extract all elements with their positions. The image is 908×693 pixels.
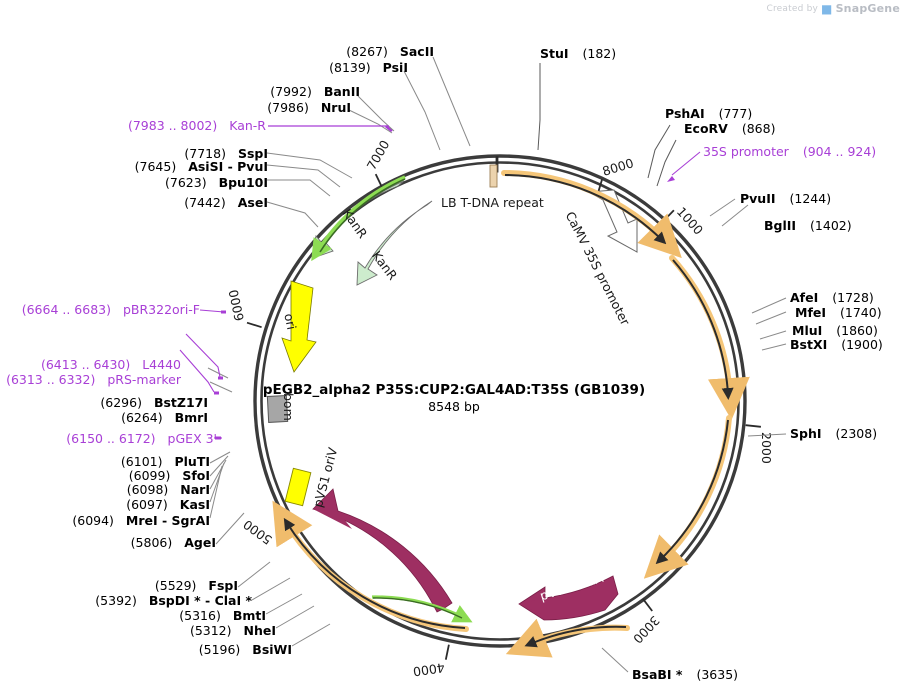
tick-label-8000: 8000 [600,155,635,179]
enzyme-label-bmti: (5316) BmtI [179,608,266,623]
enzyme-label-sphi: SphI (2308) [790,426,878,441]
tick-label-2000: 2000 [759,432,774,464]
tick-label-5000: 5000 [240,517,275,548]
enzyme-label-mfei: MfeI (1740) [795,305,882,320]
watermark-brand: SnapGene [835,2,900,15]
enzyme-label-bmri: (6264) BmrI [121,410,208,425]
primer-repa-green [371,595,473,623]
enzyme-label-kasi: (6097) KasI [126,497,210,512]
snapgene-logo-icon: ■ [821,1,833,16]
enzyme-label-afei: AfeI (1728) [790,290,874,305]
enzyme-label-ecorv: EcoRV (868) [684,121,776,136]
enzyme-label-bpu10i: (7623) Bpu10I [165,175,268,190]
snapgene-watermark: Created by ■ SnapGene [766,2,900,15]
feature-label-pbr322ori-f: (6664 .. 6683) pBR322ori-F [21,302,200,317]
feature-label-ori: ori [281,312,300,332]
enzyme-label-agei: (5806) AgeI [130,535,216,550]
enzyme-label-banii: (7992) BanII [270,84,360,99]
leader-lines-top-left [266,56,471,228]
enzyme-label-nari: (6098) NarI [126,482,210,497]
tick-label-7000: 7000 [364,137,393,172]
enzyme-label-bsabi: BsaBI * (3635) [632,667,739,682]
enzyme-label-pvuii: PvuII (1244) [740,191,832,206]
leader-lines-top-right [537,63,677,187]
primer-kanr-highlight [311,175,406,262]
leader-lines-left [207,367,331,647]
enzyme-label-fspi: (5529) FspI [154,578,238,593]
enzyme-label-sacii: (8267) SacII [346,44,434,59]
enzyme-label-nrui: (7986) NruI [267,100,351,115]
tick-label-4000: 4000 [412,660,446,679]
enzyme-label-nhei: (5312) NheI [189,623,276,638]
enzyme-label-pluti: (6101) PluTI [120,454,210,469]
feature-bom-box [266,394,289,423]
feature-pvs1-staa-arrow [518,575,619,621]
feature-label-kan-r: (7983 .. 8002) Kan-R [127,118,266,133]
feature-label-l4440: (6413 .. 6430) L4440 [40,357,181,372]
enzyme-label-asisi-pvui: (7645) AsiSI - PvuI [134,159,268,174]
feature-camv-35s-arrow [587,189,638,253]
feature-label-bom: bom [281,393,296,421]
enzyme-label-bspdi-clai: (5392) BspDI * - ClaI * [95,593,252,608]
enzyme-label-bsiwi: (5196) BsiWI [198,642,292,657]
enzyme-label-bstxi: BstXI (1900) [790,337,883,352]
feature-label-lb-tdna-repeat: LB T-DNA repeat [441,195,544,210]
enzyme-label-bglii: BglII (1402) [764,218,852,233]
enzyme-label-mrei-sgrai: (6094) MreI - SgrAI [72,513,210,528]
feature-ori-arrow [281,280,317,373]
feature-label-prs-marker: (6313 .. 6332) pRS-marker [6,372,181,387]
enzyme-label-sfoi: (6099) SfoI [128,468,210,483]
leader-lines-left-purple [179,309,225,439]
tick-label-3000: 3000 [630,613,663,647]
feature-lb-tdna-box [489,164,498,188]
leader-lines-right [601,198,787,673]
enzyme-label-asei: (7442) AseI [184,195,268,210]
enzyme-label-sspi: (7718) SspI [184,146,268,161]
plasmid-length: 8548 bp [428,399,480,414]
feature-kanr-arrow-2 [356,200,433,286]
watermark-prefix: Created by [766,3,819,14]
tick-label-6000: 6000 [226,288,247,322]
enzyme-label-stui: StuI (182) [540,46,617,61]
feature-label-35s-promoter: 35S promoter (904 .. 924) [703,144,877,159]
feature-pvs1-repa-arrow [312,488,453,613]
enzyme-label-psii: (8139) PsiI [329,60,408,75]
page-title: pEGB2_alpha2 P35S:CUP2:GAL4AD:T35S (GB10… [262,382,646,398]
leader-line-35s-promoter [667,151,701,182]
feature-label-pgex-3: (6150 .. 6172) pGEX 3' [66,431,217,446]
enzyme-label-bstz17i: (6296) BstZ17I [100,395,208,410]
enzyme-label-pshai: PshAI (777) [665,106,753,121]
feature-pvs1-oriv-box [284,467,312,507]
primer-arcs-orange [272,170,750,658]
enzyme-label-mlui: MluI (1860) [792,323,878,338]
